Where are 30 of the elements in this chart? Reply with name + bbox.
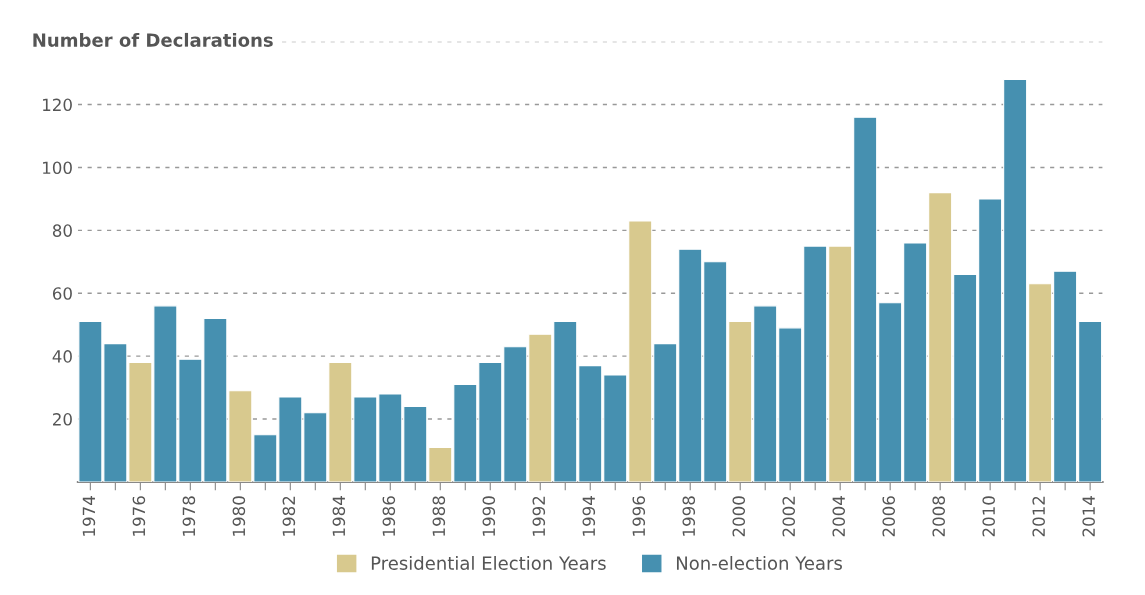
x-tick-label: 2000 [732,496,746,537]
legend-label: Non-election Years [676,555,842,570]
x-tick-label: 2012 [1032,496,1045,537]
x-tick-label: 1974 [82,496,96,536]
x-tick-label: 1988 [432,496,446,536]
x-tick-label: 1996 [632,496,646,536]
legend-label: Presidential Election Years [371,555,606,570]
x-tick-label: 2008 [932,496,946,537]
y-tick-label: 100 [43,161,72,175]
x-tick-label: 2014 [1082,496,1095,537]
x-tick-label: 1990 [482,496,496,536]
x-tick-label: 2010 [982,496,995,537]
y-tick-label: 20 [53,413,72,426]
x-tick-label: 1992 [532,496,546,536]
x-tick-label: 1994 [582,496,596,536]
y-tick-label: 40 [52,350,72,363]
x-tick-label: 1998 [682,496,696,536]
x-tick-label: 1980 [232,496,246,536]
x-tick-label: 1982 [282,496,296,536]
x-tick-label: 1984 [332,496,346,536]
y-tick-label: 80 [52,224,72,237]
x-tick-label: 1986 [382,496,396,536]
y-tick-label: 120 [43,98,72,112]
chart-title: Number of Declarations [33,32,273,47]
x-tick-label: 1976 [132,496,146,536]
x-tick-label: 2004 [832,496,846,537]
x-tick-label: 2002 [782,496,796,537]
y-tick-label: 60 [52,287,72,300]
x-tick-label: 2006 [882,496,896,537]
x-tick-label: 1978 [182,496,196,536]
